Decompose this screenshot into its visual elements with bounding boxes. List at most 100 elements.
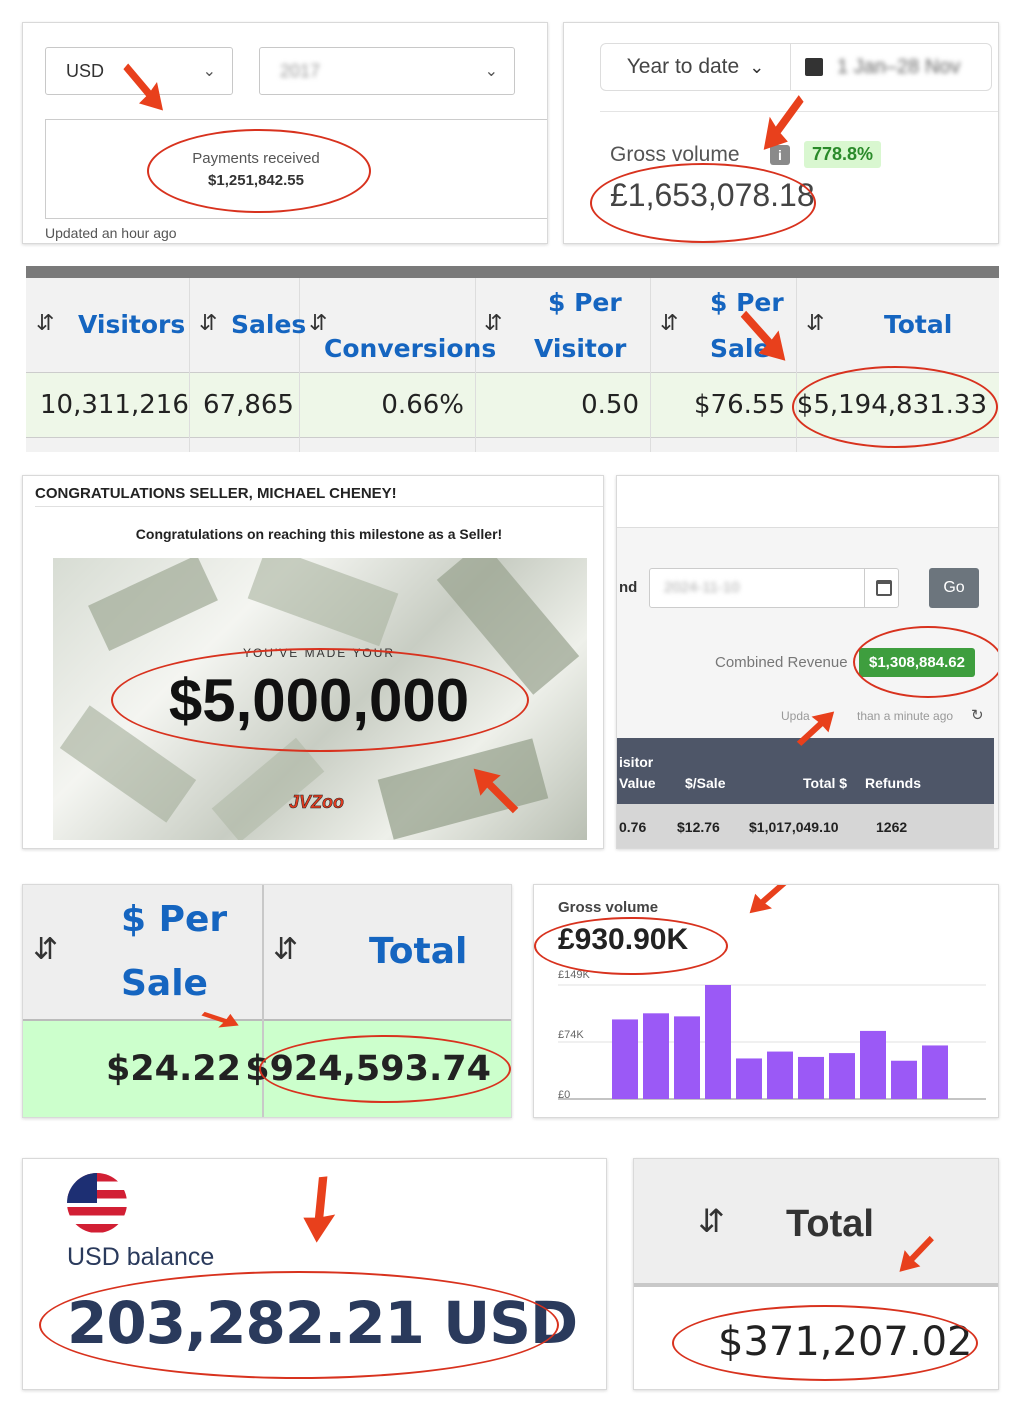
cell-conversions: 0.66% (381, 390, 464, 420)
cell-per-sale: $24.22 (105, 1049, 241, 1089)
hdr-total: Total $ (803, 775, 848, 791)
bar[interactable] (674, 1016, 700, 1099)
chevron-down-icon: ⌄ (484, 63, 498, 80)
cell-refunds: 1262 (876, 819, 908, 835)
date-range-field[interactable]: 1 Jan–28 Nov (791, 44, 991, 90)
bar-chart (558, 984, 986, 1100)
sort-icon[interactable]: ⇵ (199, 310, 218, 335)
payments-card: Payments received $1,251,842.55 (45, 119, 547, 219)
date-range-value: 1 Jan–28 Nov (837, 55, 961, 78)
sort-icon[interactable]: ⇵ (484, 310, 503, 335)
col-conversions[interactable]: Conversions (324, 334, 497, 363)
table-header (26, 278, 999, 372)
updated-suffix: than a minute ago (857, 709, 954, 723)
table-row (617, 804, 994, 848)
col-per-visitor-1[interactable]: $ Per (548, 288, 622, 317)
year-value: 2017 (280, 60, 321, 81)
cell-total: $1,017,049.10 (749, 819, 839, 835)
bar[interactable] (643, 1013, 669, 1099)
col-per-visitor-2[interactable]: Visitor (534, 334, 627, 363)
sort-icon[interactable]: ⇵ (698, 1203, 725, 1239)
bar[interactable] (767, 1051, 793, 1099)
table-row (26, 372, 999, 438)
refresh-icon[interactable]: ↻ (971, 707, 984, 724)
col-per-sale-1[interactable]: $ Per (121, 899, 228, 940)
usd-balance-panel: USD balance 203,282.21 USD (22, 1158, 607, 1390)
updated-text: Updated an hour ago (45, 225, 177, 241)
cell-per-sale: $76.55 (694, 390, 785, 420)
stats-table-panel: ⇵ Visitors ⇵ Sales ⇵ Conversions ⇵ $ Per… (26, 266, 999, 452)
period-select[interactable]: Year to date ⌄ (601, 44, 791, 90)
hdr-per-sale: $/Sale (685, 775, 726, 791)
growth-badge: 778.8% (804, 141, 882, 168)
combined-label: Combined Revenue (715, 654, 848, 671)
table-footer (26, 438, 999, 452)
sort-icon[interactable]: ⇵ (36, 310, 55, 335)
made-your-text: YOU'VE MADE YOUR (242, 646, 396, 660)
currency-select[interactable]: USD ⌄ (45, 47, 233, 95)
ytick-bottom: £0 (558, 1089, 571, 1101)
hdr-visitor-2: Value (619, 775, 656, 791)
col-sales[interactable]: Sales (231, 310, 307, 339)
hdr-refunds: Refunds (865, 775, 921, 791)
col-per-sale-2[interactable]: Sale (121, 963, 208, 1004)
updated-prefix: Upda (781, 709, 810, 723)
col-total[interactable]: Total (884, 310, 953, 339)
bar[interactable] (860, 1030, 886, 1099)
gross-volume-panel: Year to date ⌄ 1 Jan–28 Nov Gross volume… (563, 22, 999, 244)
chevron-down-icon: ⌄ (202, 63, 216, 80)
col-per-sale-1[interactable]: $ Per (710, 288, 784, 317)
bar[interactable] (612, 1019, 638, 1099)
sort-icon[interactable]: ⇵ (660, 310, 679, 335)
gross-volume-amount: £1,653,078.18 (610, 177, 815, 213)
chart-amount: £930.90K (558, 923, 689, 956)
bar[interactable] (829, 1053, 855, 1099)
sort-icon[interactable]: ⇵ (273, 933, 299, 966)
gross-volume-chart-panel: Gross volume £930.90K £149K £74K £0 (533, 884, 999, 1118)
total-panel: ⇵ Total $371,207.02 (633, 1158, 999, 1390)
period-value: Year to date (626, 55, 740, 78)
combined-value: $1,308,884.62 (859, 648, 975, 677)
chevron-down-icon: ⌄ (749, 56, 765, 77)
milestone-title: CONGRATULATIONS SELLER, MICHAEL CHENEY! (35, 485, 397, 502)
balance-amount: 203,282.21 USD (67, 1289, 578, 1357)
cell-visitors: 10,311,216 (40, 390, 189, 420)
sort-icon[interactable]: ⇵ (806, 310, 825, 335)
col-total[interactable]: Total (369, 931, 468, 972)
col-visitors[interactable]: Visitors (78, 310, 186, 339)
balance-label: USD balance (67, 1243, 215, 1271)
cell-per-sale: $12.76 (677, 819, 720, 835)
chart-label: Gross volume (558, 899, 659, 916)
sort-icon[interactable]: ⇵ (309, 310, 328, 335)
table-topbar (26, 266, 999, 278)
payments-amount: $1,251,842.55 (208, 172, 304, 189)
bar[interactable] (922, 1045, 948, 1099)
us-flag-icon (67, 1173, 127, 1233)
arrow-icon (728, 884, 792, 935)
bar[interactable] (798, 1056, 824, 1099)
info-icon: i (770, 145, 790, 165)
ytick-mid: £74K (558, 1029, 584, 1041)
milestone-subtitle: Congratulations on reaching this milesto… (135, 526, 503, 542)
divider (600, 111, 998, 112)
bar[interactable] (705, 985, 731, 1099)
gross-volume-label: Gross volume (610, 143, 740, 166)
revenue-table-header (617, 738, 994, 804)
year-select[interactable]: 2017 ⌄ (259, 47, 515, 95)
milestone-panel: CONGRATULATIONS SELLER, MICHAEL CHENEY! … (22, 475, 604, 849)
sort-icon[interactable]: ⇵ (33, 933, 59, 966)
col-total[interactable]: Total (786, 1203, 874, 1245)
col-per-sale-2[interactable]: Sale (710, 334, 771, 363)
go-button[interactable]: Go (929, 568, 979, 608)
cell-total: $924,593.74 (245, 1049, 491, 1089)
bar[interactable] (736, 1058, 762, 1099)
date-input[interactable]: 2024-11-10 (649, 568, 899, 608)
calendar-icon (805, 58, 823, 76)
bar[interactable] (891, 1060, 917, 1099)
ytick-top: £149K (558, 969, 590, 981)
calendar-icon[interactable] (876, 580, 892, 596)
payments-panel: USD ⌄ 2017 ⌄ Payments received $1,251,84… (22, 22, 548, 244)
milestone-amount: $5,000,000 (168, 667, 470, 734)
end-date-label: nd (619, 579, 638, 596)
hdr-visitor-1: isitor (619, 754, 654, 770)
